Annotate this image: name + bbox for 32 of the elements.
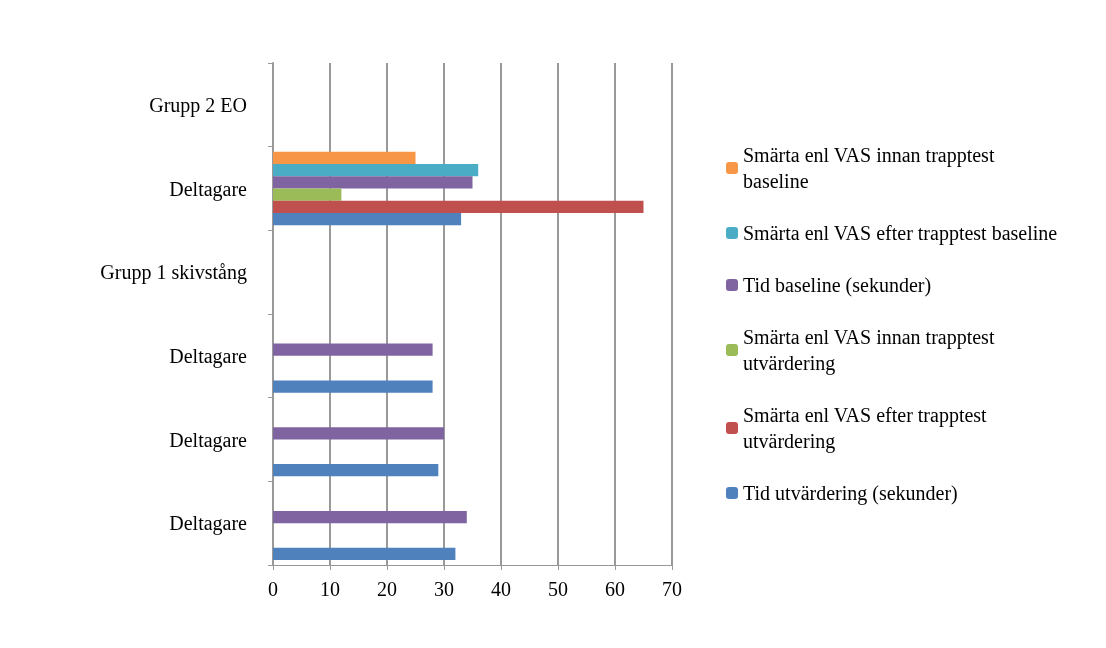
bar	[273, 464, 439, 477]
y-tick-label: Deltagare	[169, 344, 248, 368]
bar	[273, 163, 479, 177]
legend-label: Smärta enl VAS efter trapptest utvärdering	[743, 404, 992, 453]
y-tick-label: Grupp 1 skivstång	[100, 261, 247, 285]
x-tick-label: 0	[268, 578, 278, 600]
bar	[273, 188, 342, 201]
bar	[273, 343, 433, 356]
y-tick-label: Deltagare	[169, 512, 248, 536]
legend-label: Tid utvärdering (sekunder)	[743, 482, 958, 505]
legend-label: Smärta enl VAS efter trapptest baseline	[743, 222, 1058, 245]
bar	[273, 200, 644, 214]
bar	[273, 213, 462, 226]
legend-label: Tid baseline (sekunder)	[743, 274, 932, 297]
y-tick-label: Grupp 2 EO	[149, 93, 247, 117]
x-tick-label: 40	[491, 578, 511, 600]
x-tick-label: 60	[605, 578, 625, 600]
bar	[273, 547, 456, 560]
bar	[273, 151, 416, 164]
y-tick-label: Deltagare	[169, 428, 248, 452]
x-tick-label: 50	[548, 578, 568, 600]
bar	[273, 510, 467, 524]
x-tick-label: 30	[434, 578, 454, 600]
x-tick-label: 70	[662, 578, 682, 600]
x-tick-label: 20	[377, 578, 397, 600]
legend-label: Smärta enl VAS innan trapptest baseline	[743, 144, 1000, 192]
bar	[273, 176, 473, 189]
legend-label: Smärta enl VAS innan trapptest utvärdering	[743, 326, 1000, 375]
y-tick-label: Deltagare	[169, 177, 248, 201]
bar	[273, 380, 433, 393]
x-tick-label: 10	[320, 578, 340, 600]
bar	[273, 427, 444, 440]
